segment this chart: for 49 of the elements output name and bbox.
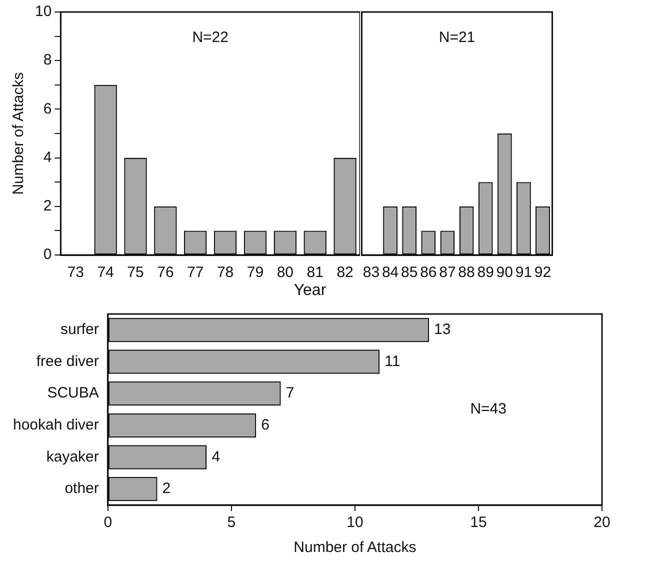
x-tick-label: 74	[97, 264, 114, 282]
y-tick-label: 0	[43, 246, 52, 264]
data-label: 6	[261, 416, 270, 434]
data-label: 11	[384, 352, 400, 370]
x-tick-label: 84	[382, 264, 399, 282]
y-tick-label: free diver	[36, 352, 99, 370]
y-tick-label: 4	[43, 148, 52, 166]
y-tick-label: 6	[43, 100, 52, 118]
y-tick-label: 10	[34, 3, 52, 20]
x-tick-label: 90	[496, 264, 513, 282]
x-tick-label: 83	[362, 264, 380, 282]
y-axis-title: Number of Attacks	[10, 72, 28, 195]
x-tick-label: 82	[336, 264, 354, 282]
x-tick-label: 75	[127, 264, 144, 282]
x-tick-label: 78	[216, 264, 234, 282]
y-tick-label: hookah diver	[12, 416, 99, 434]
x-tick-label: 80	[276, 264, 294, 282]
x-tick-label: 15	[470, 514, 487, 532]
y-tick-label: surfer	[60, 321, 99, 338]
data-label: 4	[212, 448, 220, 466]
y-tick-label: other	[64, 480, 99, 498]
x-tick-label: 79	[246, 264, 264, 282]
x-tick-label: 87	[439, 264, 456, 282]
annotation: N=22	[192, 29, 228, 46]
data-label: 2	[162, 480, 171, 498]
x-tick-label: 85	[401, 264, 418, 282]
x-axis-title: Year	[292, 282, 328, 300]
y-tick-label: kayaker	[46, 448, 99, 466]
x-tick-label: 89	[477, 264, 494, 282]
data-label: 13	[434, 321, 451, 338]
x-tick-label: 91	[515, 264, 532, 282]
x-tick-label: 88	[458, 264, 475, 282]
x-tick-label: 0	[104, 514, 112, 532]
x-tick-label: 76	[157, 264, 174, 282]
x-tick-label: 77	[187, 264, 204, 282]
x-tick-label: 20	[594, 514, 610, 532]
y-tick-label: 2	[43, 198, 52, 215]
x-tick-label: 86	[420, 264, 437, 282]
data-label: 7	[286, 384, 294, 402]
y-tick-label: SCUBA	[47, 384, 99, 402]
annotation: N=21	[438, 29, 476, 46]
y-tick-label: 8	[43, 52, 52, 69]
x-tick-label: 81	[306, 264, 324, 282]
x-tick-label: 73	[67, 264, 84, 282]
x-tick-label: 92	[534, 264, 552, 282]
annotation: N=43	[470, 400, 506, 418]
x-tick-label: 10	[346, 514, 364, 532]
x-axis-title: Number of Attacks	[294, 539, 416, 556]
x-tick-label: 5	[227, 514, 236, 532]
